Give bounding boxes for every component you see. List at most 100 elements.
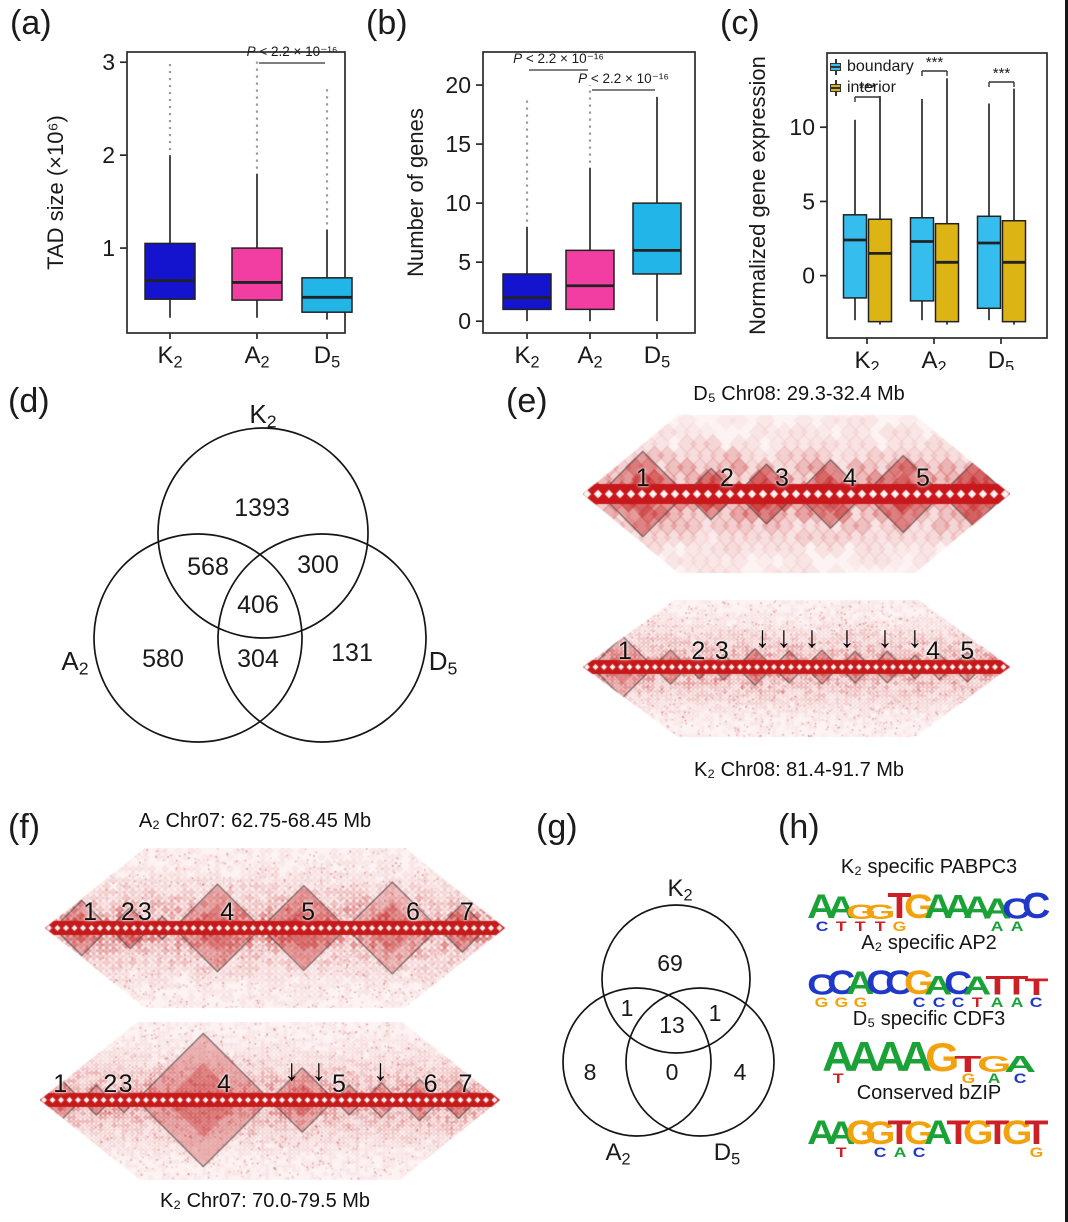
hic-heatmap-d5-chr08: 1 2 3 4 5	[583, 414, 1010, 575]
logo-letter-primary: T	[985, 1114, 1010, 1153]
tad-number: 5	[301, 898, 316, 926]
logo-letter-secondary: T	[835, 918, 847, 935]
venn-circle-D5	[625, 987, 775, 1137]
logo-position: GA	[1002, 1107, 1032, 1159]
venn-diagram-motifs: K2 A2 D5 69 1 1 13 8 0 4	[530, 800, 790, 1222]
logo-letter-primary: G	[1001, 1114, 1032, 1153]
logo-letter-primary: G	[845, 1114, 876, 1153]
logo-letter-secondary: C	[815, 918, 829, 935]
venn-set-label: D5	[714, 1139, 740, 1168]
box-D5-boundary	[976, 215, 1002, 310]
logo-letter-primary: G	[845, 900, 876, 925]
venn-region-count: 300	[297, 551, 339, 579]
logo-letter-primary: A	[822, 1033, 854, 1081]
hic-heatmap-k2-chr07: 1 2 3 4 5 6 7 ↓ ↓ ↓	[40, 1022, 500, 1187]
logo-position: AA	[848, 1033, 880, 1085]
y-axis-label: TAD size (×10⁶)	[43, 115, 68, 270]
logo-letter-primary: A	[846, 965, 875, 1003]
boundary-arrow-icon: ↓	[804, 621, 820, 654]
venn-circle-A2	[562, 987, 712, 1137]
y-tick-label: 0	[458, 308, 471, 334]
tad-number: 4	[926, 637, 941, 665]
panel-label-e: (e)	[506, 382, 548, 420]
logo-letter-secondary: T	[874, 918, 886, 935]
logo-letter-primary: C	[1022, 886, 1051, 927]
logo-position: AA	[925, 1107, 953, 1159]
venn-svg: K2 A2 D5 69 1 1 13 8 0 4	[562, 875, 775, 1168]
logo-letter-primary: A	[807, 1114, 836, 1153]
x-category-label: A2	[921, 347, 946, 370]
significance-stars: ***	[993, 65, 1011, 82]
boundary-arrow-icon: ↓	[372, 1054, 388, 1087]
venn-region-count: 580	[142, 645, 184, 673]
logo-position: AA	[808, 1107, 836, 1159]
logo-letter-secondary: C	[1013, 1070, 1027, 1087]
tad-number: 3	[775, 464, 789, 492]
logo-letter-primary: A	[924, 1114, 953, 1153]
boundary-box-glyph	[829, 58, 842, 75]
venn-region-count: 8	[584, 1059, 597, 1085]
venn-region-count: 13	[659, 1012, 685, 1038]
logo-letter-primary: C	[944, 965, 973, 1003]
boundary-arrow-icon: ↓	[311, 1054, 327, 1087]
tad-number: 5	[915, 464, 930, 492]
x-category-label: D5	[988, 347, 1014, 370]
y-tick-label: 1	[102, 235, 115, 261]
y-axis-label: Number of genes	[403, 108, 428, 277]
y-axis-label: Normalized gene expression	[745, 56, 770, 335]
logo-position: AA	[874, 1033, 906, 1085]
logo-letter-secondary: C	[1029, 994, 1043, 1011]
tad-number: 2	[691, 637, 706, 665]
logo-position: GA	[963, 1107, 993, 1159]
venn-region-count: 1393	[234, 494, 290, 522]
logo-letter-secondary: G	[853, 994, 868, 1011]
plot-frame	[826, 52, 1048, 339]
y-tick-label: 0	[802, 263, 815, 289]
logo-letter-secondary: T	[972, 994, 984, 1011]
logo-position: CA	[886, 957, 914, 1009]
motif-title: D₅ specific CDF3	[852, 1008, 1006, 1030]
logo-letter-primary: A	[924, 888, 953, 927]
box-A2-interior	[934, 222, 960, 323]
logo-letter-primary: A	[983, 893, 1012, 926]
boxplot-tad-size: 1 2 3 TAD size (×10⁶) K2 A2 D5 P < 2.2 × 10⁻¹⁶	[0, 0, 360, 371]
logo-letter-primary: A	[807, 888, 836, 927]
legend-label-boundary: boundary	[847, 58, 914, 75]
logo-letter-primary: A	[963, 972, 992, 1001]
tad-number: 4	[220, 898, 235, 926]
panel-label-h: (h)	[778, 808, 820, 846]
logo-letter-secondary: A	[893, 1144, 907, 1161]
logo-letter-secondary: G	[1029, 1144, 1044, 1161]
logo-letter-primary: C	[807, 969, 836, 1002]
tad-number: 4	[842, 464, 857, 492]
logo-letter-primary: T	[887, 886, 912, 927]
logo-letter-primary: T	[1024, 1114, 1049, 1153]
heatmap-title-k2-chr08: K₂ Chr08: 81.4-91.7 Mb	[693, 759, 905, 781]
tad-number: 1	[53, 1070, 68, 1098]
logo-letter-primary: G	[904, 1115, 935, 1153]
venn-diagram-tads: K2 A2 D5 1393 568 300 406 580 304 131	[0, 375, 500, 800]
tad-number: 2	[120, 898, 135, 926]
venn-svg: K2 A2 D5 1393 568 300 406 580 304 131	[61, 399, 457, 743]
logo-position: TA	[985, 1107, 1010, 1159]
motif-block-pabpc3: K₂ specific PABPC3 ACATGTGTTGGAAAAAAAAAC…	[790, 856, 1065, 935]
venn-region-count: 304	[237, 645, 279, 673]
hic-heatmap-canvas	[583, 414, 1010, 575]
logo-letter-secondary: A	[990, 918, 1004, 935]
panel-label-d: (d)	[8, 382, 50, 420]
tad-number: 7	[459, 898, 474, 926]
panel-label-c: (c)	[720, 4, 760, 42]
logo-letter-primary: A	[1004, 1051, 1036, 1078]
logo-position: GA	[925, 1033, 959, 1085]
p-value-annotation: P < 2.2 × 10⁻¹⁶	[578, 71, 669, 86]
boundary-arrow-icon: ↓	[839, 621, 855, 654]
logo-letter-primary: T	[1024, 974, 1049, 1001]
logo-letter-secondary: C	[932, 994, 946, 1011]
